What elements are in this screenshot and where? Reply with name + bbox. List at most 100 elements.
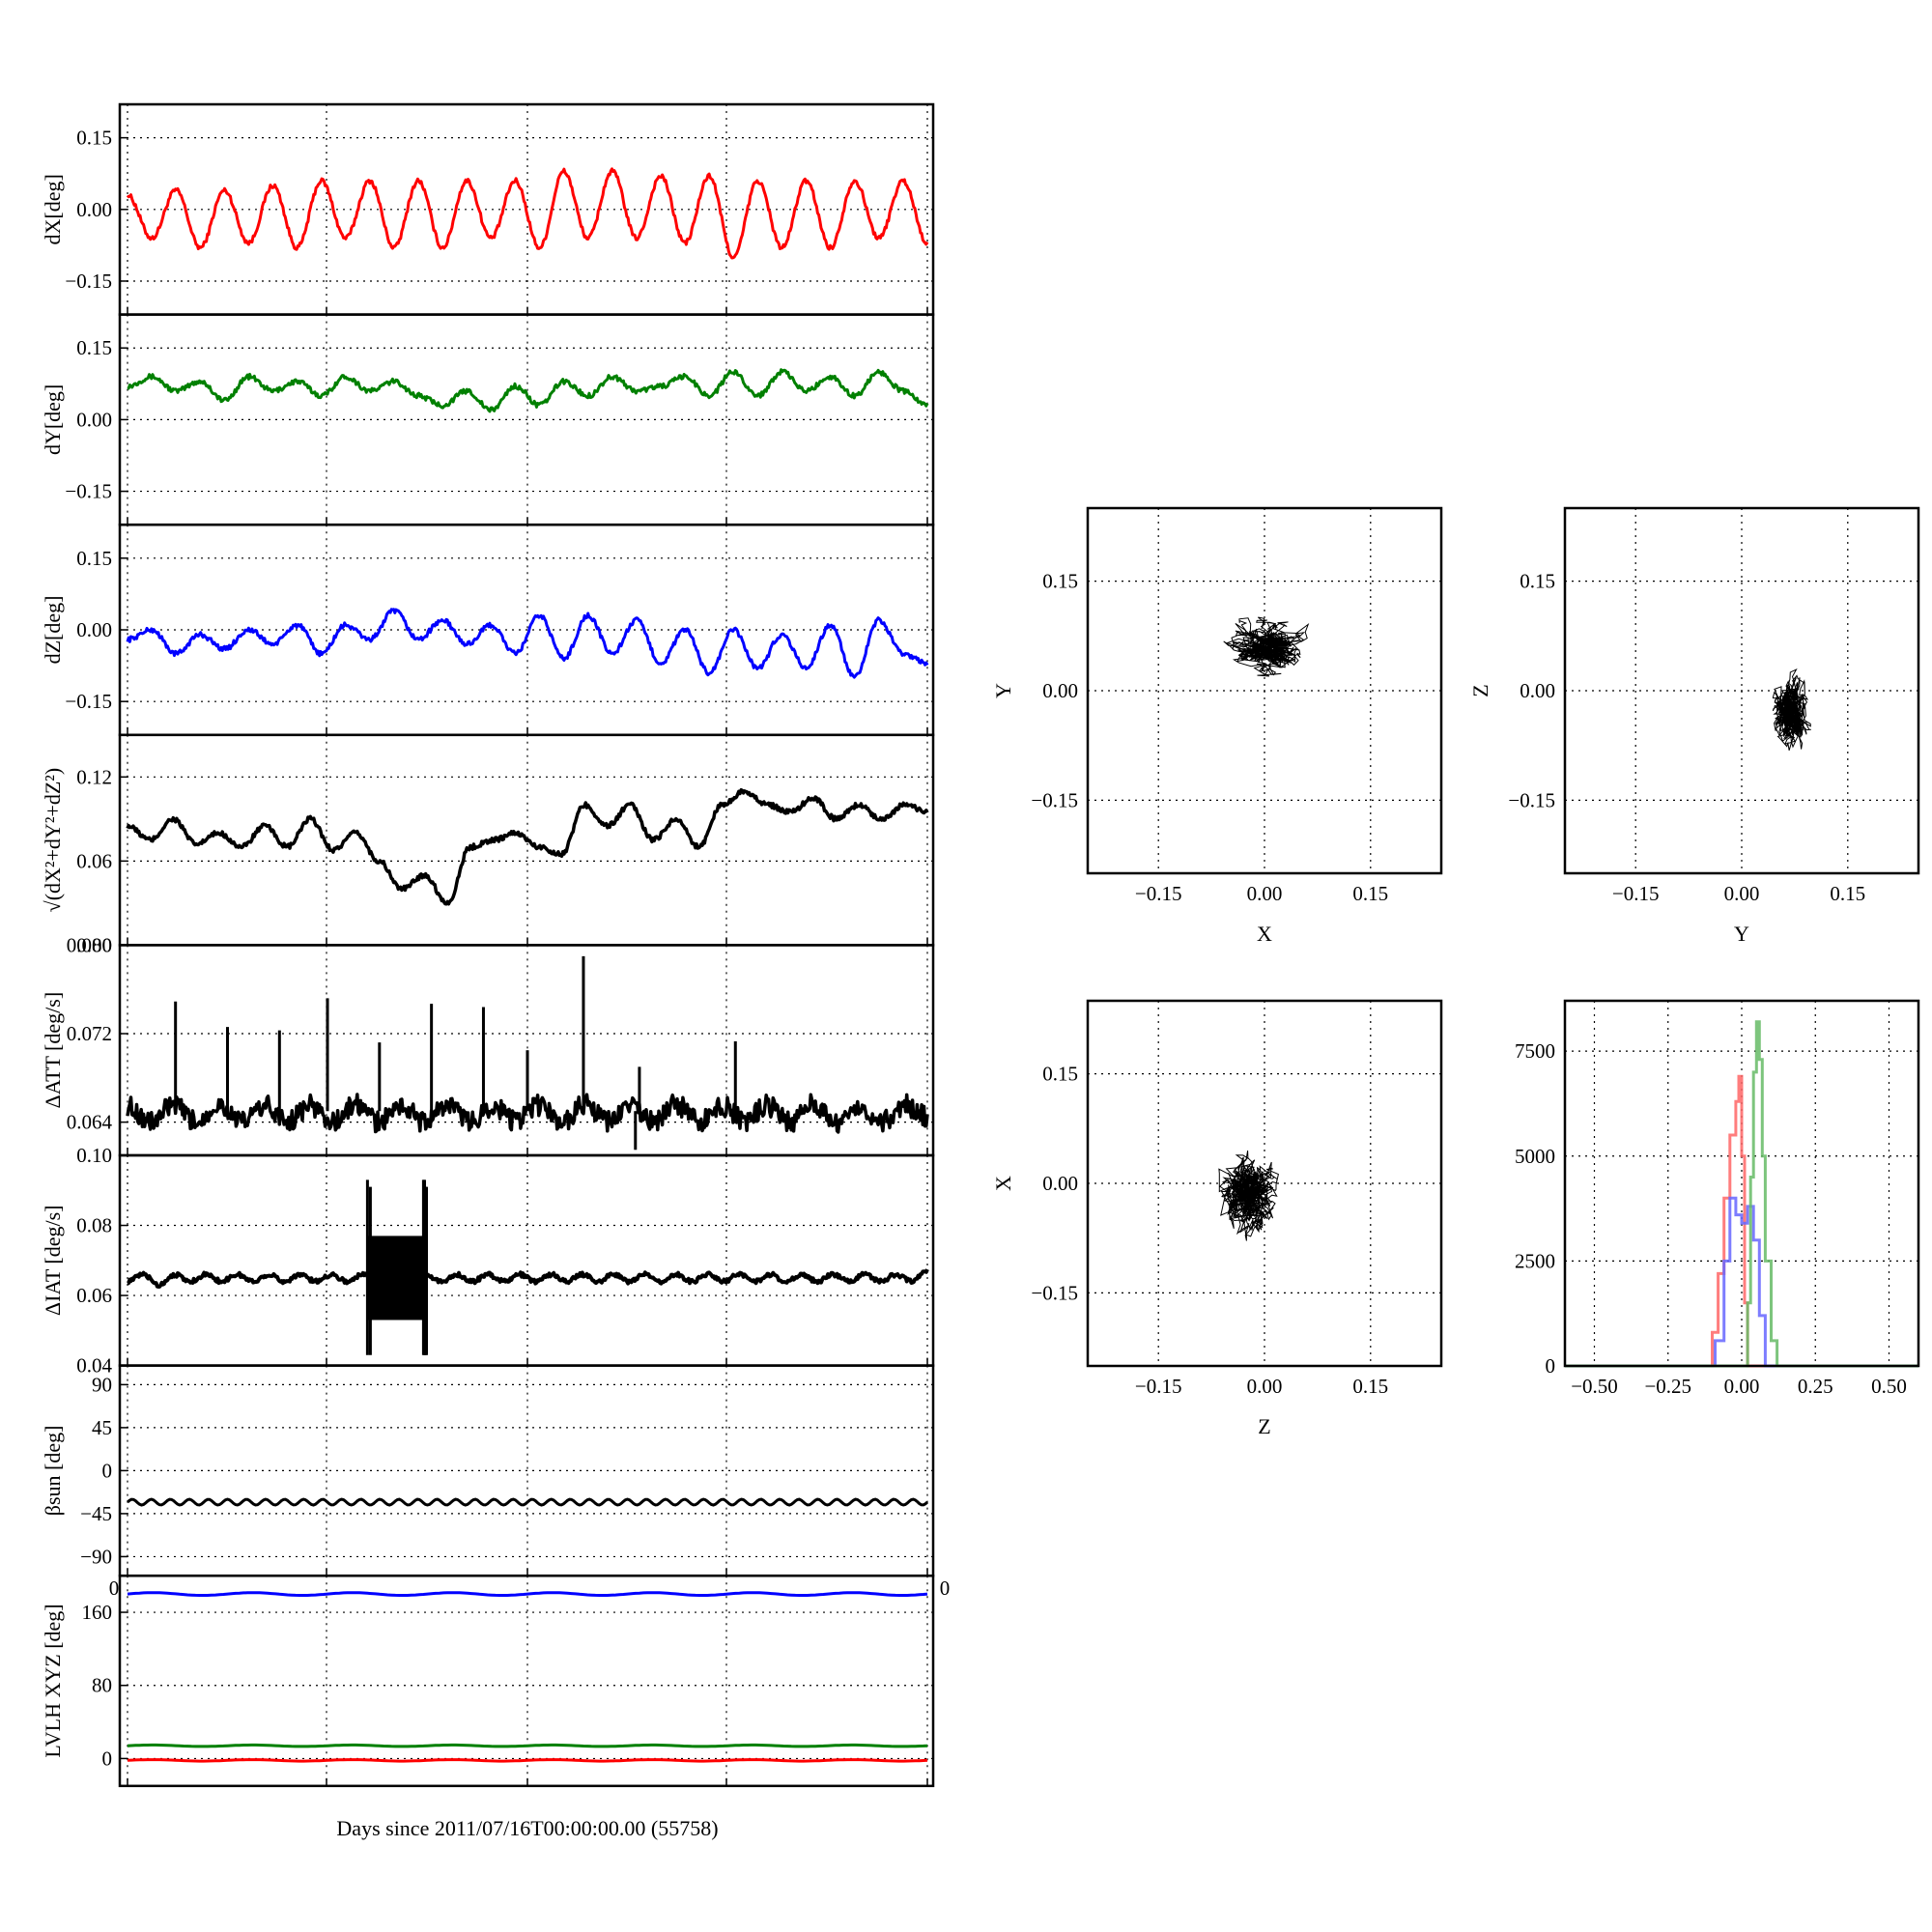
overlap-tick-label-right: 0 (940, 1577, 951, 1600)
y-axis-label-yz: Z (1468, 684, 1492, 696)
x-tick-label: 0.25 (1798, 1375, 1833, 1398)
x-tick-label: −0.15 (1612, 882, 1660, 905)
y-axis-label-dz: dZ[deg] (41, 596, 65, 665)
y-tick-label: 0 (102, 1747, 113, 1770)
histogram-series-1 (1565, 1196, 1918, 1368)
x-axis-label-yz: Y (1734, 922, 1749, 946)
y-tick-label: 160 (82, 1601, 113, 1624)
panel-bsun: 90 45 0 −45 −90 βsun [deg] (41, 1364, 935, 1577)
panel-frame (1086, 506, 1443, 875)
bottom-x-axis-label: Days since 2011/07/16T00:00:00.00 (55758… (336, 1816, 718, 1840)
y-tick-label: 0.06 (76, 849, 112, 872)
lvlh-series-line-2 (127, 1758, 928, 1763)
y-tick-label: 0.15 (1520, 570, 1555, 593)
panel-dz: 0.15 0.00 −0.15 dZ[deg] (41, 523, 935, 737)
y-tick-label: −0.15 (1508, 788, 1555, 811)
y-tick-label: −0.15 (1031, 788, 1078, 811)
x-axis-label-xy: X (1257, 922, 1272, 946)
y-axis-label-datt: ΔATT [deg/s] (41, 992, 65, 1109)
trajectory-line-zx (1218, 1151, 1279, 1241)
x-tick-label: 0.15 (1830, 882, 1865, 905)
y-tick-label: −0.15 (65, 270, 112, 293)
y-tick-label: 0 (1546, 1354, 1556, 1378)
x-tick-label: −0.50 (1571, 1375, 1618, 1398)
panel-dx: 0.15 0.00 −0.15 dX[deg] (41, 102, 935, 316)
y-tick-label: 0.00 (76, 408, 112, 431)
y-tick-label: 0.12 (76, 765, 112, 788)
timeseries-stack: 0.15 0.00 −0.15 dX[deg] 0.15 0.00 −0.15 dY[deg]… (41, 102, 951, 1788)
y-axis-label-diat: ΔIAT [deg/s] (41, 1206, 65, 1317)
panel-frame (118, 1153, 935, 1367)
beta-sun-line (127, 1497, 929, 1507)
x-tick-label: 0.00 (1247, 882, 1283, 905)
y-tick-label: 0.072 (67, 1022, 112, 1045)
y-tick-label: 0.064 (67, 1111, 113, 1134)
y-tick-label: 0.15 (76, 336, 112, 359)
x-tick-label: 0.15 (1352, 882, 1388, 905)
y-tick-label: 0.00 (1520, 679, 1555, 702)
y-tick-label: −0.15 (1031, 1281, 1078, 1304)
y-tick-label: 45 (92, 1416, 112, 1439)
y-tick-label: 0.00 (76, 198, 112, 221)
series-line-dx (126, 167, 929, 260)
trajectory-line-yz (1772, 668, 1811, 751)
y-tick-label: 0.00 (76, 933, 112, 956)
x-tick-label: 0.00 (1724, 1375, 1760, 1398)
lvlh-series-line-1 (127, 1743, 928, 1748)
y-axis-label-dy: dY[deg] (41, 384, 65, 455)
x-tick-label: 0.50 (1871, 1375, 1907, 1398)
trajectory-line-xy (1223, 616, 1310, 677)
x-tick-label: −0.15 (1135, 882, 1182, 905)
lvlh-series-line-0 (127, 1591, 928, 1597)
panel-frame (1563, 999, 1920, 1368)
scatter-panel-zx: −0.15 0.00 0.15 0.15 0.00 −0.15 Z X (991, 999, 1443, 1438)
y-tick-label: 0 (102, 1459, 113, 1482)
y-tick-label: 0.00 (1042, 679, 1078, 702)
y-tick-label: 0.06 (76, 1284, 112, 1307)
histogram-series-2 (1565, 1020, 1918, 1368)
y-tick-label: −0.15 (65, 690, 112, 713)
y-tick-label: 0.00 (1042, 1172, 1078, 1195)
right-panels: −0.15 0.00 0.15 0.15 0.00 −0.15 X Y −0.15 0.00 0.1… (991, 506, 1920, 1438)
scatter-panel-xy: −0.15 0.00 0.15 0.15 0.00 −0.15 X Y (991, 506, 1443, 946)
panel-mag: 0.12 0.06 0.00 √(dX²+dY²+dZ²) (41, 733, 935, 956)
y-axis-label-zx: X (991, 1176, 1015, 1191)
y-tick-label: −45 (80, 1502, 112, 1525)
y-axis-label-mag: √(dX²+dY²+dZ²) (41, 768, 65, 913)
y-axis-label-dx: dX[deg] (41, 174, 65, 244)
y-tick-label: 7500 (1515, 1039, 1555, 1063)
panel-frame (1563, 506, 1920, 875)
series-line-diat (127, 1268, 929, 1289)
oscillation-band (367, 1236, 428, 1321)
y-tick-label: −0.15 (65, 480, 112, 503)
y-tick-label: 0.15 (76, 127, 112, 150)
y-tick-label: 0.04 (76, 1354, 112, 1378)
panel-lvlh: 160 80 0 LVLH XYZ [deg] (41, 1574, 935, 1788)
y-axis-label-bsun: βsun [deg] (41, 1426, 65, 1517)
x-tick-label: 0.00 (1247, 1375, 1283, 1398)
x-tick-label: −0.15 (1135, 1375, 1182, 1398)
y-tick-label: 2500 (1515, 1249, 1555, 1272)
y-axis-label-lvlh: LVLH XYZ [deg] (41, 1604, 65, 1757)
overlap-tick-label-left: 0 (109, 1577, 120, 1600)
series-line-mag (126, 787, 929, 906)
scatter-panel-yz: −0.15 0.00 0.15 0.15 0.00 −0.15 Y Z (1468, 506, 1920, 946)
y-tick-label: 0.15 (1042, 570, 1078, 593)
y-tick-label: 0.080 (67, 933, 112, 956)
y-tick-label: 0.00 (76, 618, 112, 641)
panel-dy: 0.15 0.00 −0.15 dY[deg] (41, 313, 935, 526)
y-tick-label: 0.08 (76, 1214, 112, 1237)
histogram-panel: −0.50 −0.25 0.00 0.25 0.50 7500 5000 2500 0 (1515, 999, 1920, 1398)
x-tick-label: −0.25 (1644, 1375, 1691, 1398)
y-axis-label-xy: Y (991, 683, 1015, 698)
panel-frame (118, 1574, 935, 1788)
histogram-series-0 (1565, 1074, 1918, 1368)
y-tick-label: 0.15 (1042, 1063, 1078, 1086)
series-line-dz (126, 608, 929, 679)
x-tick-label: 0.00 (1724, 882, 1760, 905)
y-tick-label: 0.10 (76, 1144, 112, 1167)
series-line-dy (127, 368, 929, 413)
y-tick-label: 90 (92, 1373, 112, 1396)
y-tick-label: 0.15 (76, 547, 112, 570)
